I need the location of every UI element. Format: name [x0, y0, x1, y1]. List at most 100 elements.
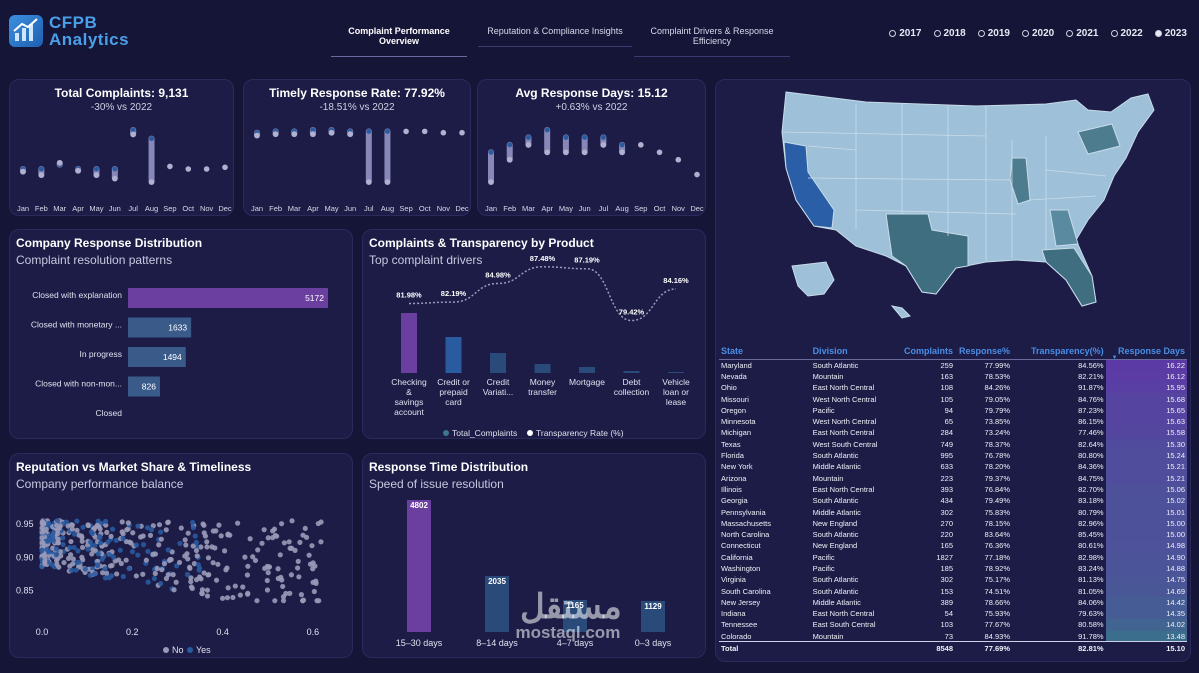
year-option-2020[interactable]: 2020: [1022, 28, 1054, 39]
transparency-label: 87.48%: [530, 254, 556, 263]
table-cell: 73.85%: [984, 417, 1010, 427]
total-cell: 82.81%: [1011, 641, 1106, 654]
panel-title: Complaints & Transparency by Product: [369, 236, 594, 250]
kpi-timely-response-rate: Timely Response Rate: 77.92% -18.51% vs …: [243, 79, 471, 216]
scatter-point: [210, 560, 216, 566]
table-row[interactable]: Massachusetts New England 270 78.15% 82.96% 1…: [719, 517, 1187, 529]
spark-point-2023: [93, 172, 100, 178]
tab-complaint-drivers-response-efficiency[interactable]: Complaint Drivers & Response Efficiency: [634, 26, 790, 57]
table-row[interactable]: Virginia South Atlantic 302 75.17% 81.13% 14.…: [719, 574, 1187, 586]
table-row[interactable]: Tennessee East South Central 103 77.67% 80.5…: [719, 619, 1187, 631]
scatter-point: [235, 520, 241, 526]
product-bar[interactable]: [668, 372, 684, 373]
year-option-2021[interactable]: 2021: [1066, 28, 1099, 39]
scatter-point: [281, 540, 287, 546]
table-cell: 108: [940, 383, 954, 393]
kpi-avg-response-days: Avg Response Days: 15.12 +0.63% vs 2022 …: [477, 79, 706, 216]
table-row[interactable]: New Jersey Middle Atlantic 389 78.66% 84.06%…: [719, 596, 1187, 609]
table-row[interactable]: Nevada Mountain 163 78.53% 82.21% 16.12: [719, 370, 1187, 383]
response-time-bar[interactable]: [641, 600, 665, 632]
table-row[interactable]: Oregon Pacific 94 79.79% 87.23% 15.65: [719, 404, 1187, 416]
product-bar[interactable]: [534, 364, 551, 373]
table-row[interactable]: Minnesota West North Central 65 73.85% 86.15…: [719, 415, 1187, 428]
table-row[interactable]: North Carolina South Atlantic 220 83.64% 85.…: [719, 528, 1187, 541]
table-cell: 15.63: [1105, 415, 1187, 428]
tab-reputation-compliance-insights[interactable]: Reputation & Compliance Insights: [478, 26, 632, 47]
product-bar[interactable]: [579, 367, 595, 373]
product-bar[interactable]: [445, 337, 462, 373]
transparency-label: 84.98%: [485, 270, 511, 279]
year-label: 2021: [1076, 28, 1099, 39]
bar[interactable]: [128, 347, 186, 367]
spark-point-2023: [440, 129, 447, 136]
product-bar[interactable]: [401, 313, 417, 373]
scatter-point: [190, 525, 196, 531]
scatter-point: [42, 554, 48, 560]
table-cell: 79.49%: [984, 496, 1010, 506]
table-cell: 78.92%: [984, 563, 1010, 573]
table-row[interactable]: California Pacific 1827 77.18% 82.98% 14.90: [719, 551, 1187, 563]
bar[interactable]: [128, 288, 328, 308]
col-state[interactable]: State: [719, 346, 811, 360]
scatter-point: [94, 562, 101, 568]
col-transparency[interactable]: Transparency(%): [1011, 346, 1106, 360]
scatter-point: [250, 554, 256, 560]
scatter-point: [65, 555, 72, 562]
table-row[interactable]: South Carolina South Atlantic 153 74.51% 81.…: [719, 585, 1187, 597]
table-row[interactable]: Indiana East North Central 54 75.93% 79.63% 1…: [719, 608, 1187, 620]
radio-icon: [1110, 30, 1118, 37]
product-category-label: lease: [666, 397, 687, 407]
map-state-georgia: [1049, 209, 1079, 247]
table-cell: 302: [940, 507, 954, 517]
year-option-2017[interactable]: 2017: [889, 28, 922, 39]
bar[interactable]: [128, 317, 192, 338]
table-row[interactable]: Ohio East North Central 108 84.26% 91.87% 15.…: [719, 382, 1187, 394]
response-time-bar[interactable]: [563, 599, 587, 632]
panel-subtitle: Top complaint drivers: [369, 253, 483, 267]
response-time-bar[interactable]: [485, 576, 509, 632]
table-row[interactable]: Washington Pacific 185 78.92% 83.24% 14.88: [719, 562, 1187, 575]
spark-point-2023: [254, 132, 260, 139]
year-option-2018[interactable]: 2018: [933, 28, 966, 39]
table-row[interactable]: Maryland South Atlantic 259 77.99% 84.56% 16.…: [719, 359, 1187, 371]
year-option-2023[interactable]: 2023: [1154, 28, 1187, 39]
col-division[interactable]: Division: [810, 346, 897, 360]
table-row[interactable]: Georgia South Atlantic 434 79.49% 83.18% 15.0…: [719, 495, 1187, 507]
table-cell: 15.02: [1105, 495, 1187, 507]
col-response-days[interactable]: Response Days ▼: [1105, 346, 1187, 361]
us-map[interactable]: [716, 80, 1192, 330]
legend-dot-transparency: [527, 430, 533, 436]
table-cell: 163: [940, 371, 954, 381]
col-response-pct[interactable]: Response%: [955, 346, 1012, 360]
month-label: Mar: [288, 204, 301, 213]
table-row[interactable]: Michigan East North Central 284 73.24% 77.46…: [719, 427, 1187, 439]
table-cell: Middle Atlantic: [812, 462, 861, 472]
table-row[interactable]: Illinois East North Central 393 76.84% 82.70…: [719, 483, 1187, 496]
col-complaints[interactable]: Complaints: [896, 346, 956, 360]
month-label: Jul: [599, 204, 609, 213]
table-row[interactable]: Missouri West North Central 105 79.05% 84.76…: [719, 393, 1187, 405]
scatter-point: [92, 534, 98, 540]
scatter-point: [156, 522, 163, 528]
table-row[interactable]: Pennsylvania Middle Atlantic 302 75.83% 80.7…: [719, 506, 1187, 518]
tab-complaint-performance-overview[interactable]: Complaint Performance Overview: [331, 26, 467, 57]
table-row[interactable]: Connecticut New England 165 76.36% 80.61% 14.…: [719, 540, 1187, 552]
product-bar[interactable]: [490, 353, 506, 373]
table-row[interactable]: Texas West South Central 749 78.37% 82.64% 15…: [719, 438, 1187, 450]
table-cell: 84.06%: [1078, 597, 1104, 607]
scatter-point: [176, 559, 183, 566]
scatter-point: [265, 535, 271, 541]
bar[interactable]: [128, 376, 160, 397]
response-time-bar[interactable]: [407, 500, 431, 632]
year-option-2019[interactable]: 2019: [977, 28, 1010, 39]
table-row[interactable]: Colorado Mountain 73 84.93% 91.78% 13.48: [719, 630, 1187, 642]
scatter-point: [173, 579, 179, 585]
table-cell: 15.68: [1105, 393, 1187, 405]
table-row[interactable]: Florida South Atlantic 995 76.78% 80.80% 15.2…: [719, 449, 1187, 462]
scatter-point: [119, 529, 125, 535]
year-option-2022[interactable]: 2022: [1110, 28, 1143, 39]
product-bar[interactable]: [623, 371, 640, 373]
table-row[interactable]: Arizona Mountain 223 79.37% 84.75% 15.21: [719, 472, 1187, 484]
logo-icon: [9, 15, 43, 47]
table-row[interactable]: New York Middle Atlantic 633 78.20% 84.36% 15…: [719, 461, 1187, 473]
